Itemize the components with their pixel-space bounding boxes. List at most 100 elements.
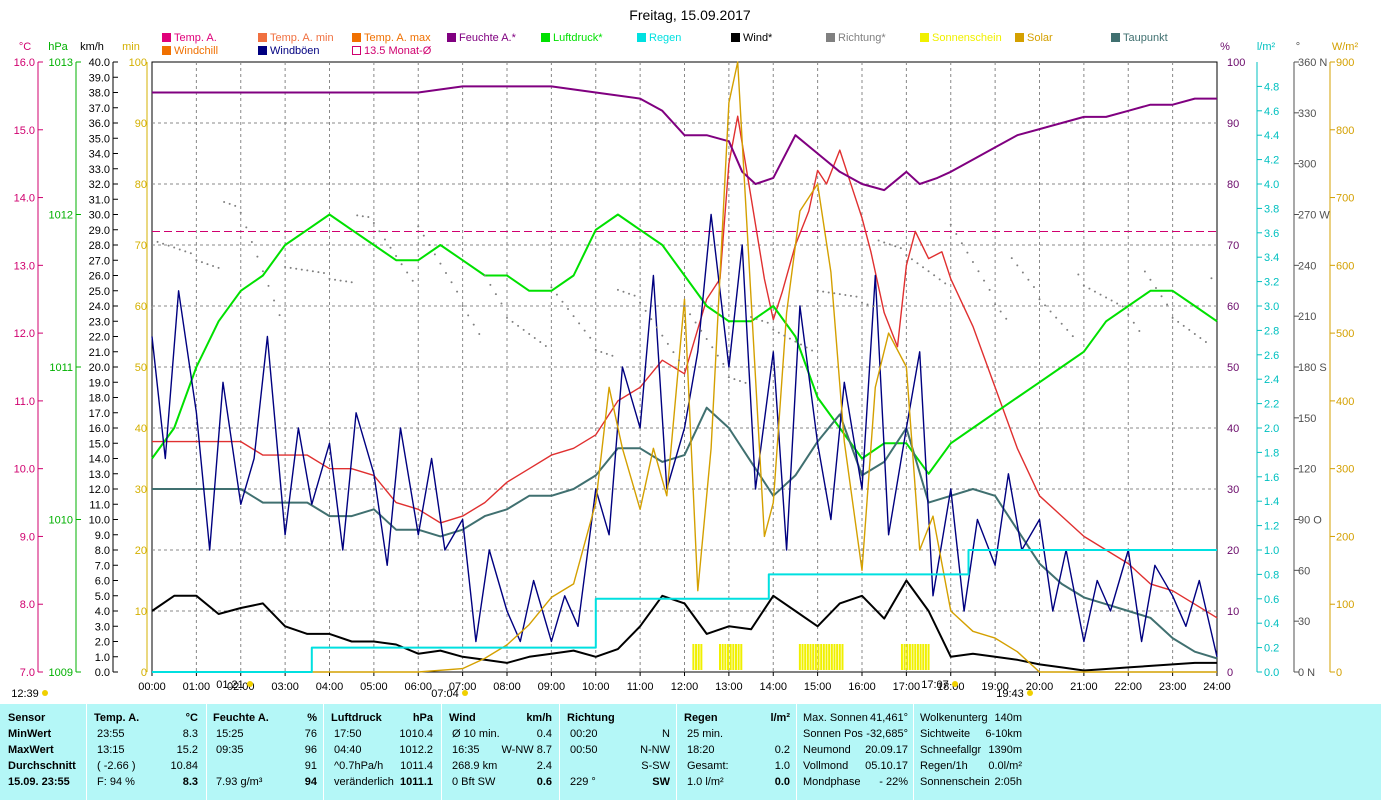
y-tick-label-dir: 90 O: [1298, 515, 1322, 527]
marker-sunset: 19:43: [996, 688, 1024, 700]
status-misc-label: Regen/1h: [920, 760, 968, 772]
y-tick-label-solar: 600: [1336, 260, 1354, 272]
chart-series: [151, 61, 1218, 673]
x-tick-label: 05:00: [360, 681, 388, 693]
direction-point: [550, 286, 553, 289]
direction-point: [322, 271, 325, 274]
y-tick-label-dir: 120: [1298, 464, 1316, 476]
legend-swatch: [352, 46, 361, 55]
direction-point: [783, 334, 786, 337]
status-misc-value: 1390m: [988, 744, 1022, 756]
x-tick-label: 24:00: [1203, 681, 1231, 693]
status-sub: 268.9 km: [452, 760, 498, 772]
direction-point: [894, 245, 897, 248]
status-panel: Sensor MinWert MaxWert Durchschnitt 15.09. 2…: [0, 704, 1381, 800]
y-tick-label-rain: 1.8: [1264, 447, 1279, 459]
y-axis-unit-temp: °C: [19, 41, 31, 53]
direction-point: [334, 278, 337, 281]
legend-label: Temp. A. max: [364, 32, 431, 44]
y-tick-label-press: 1010: [49, 515, 73, 527]
legend-item: Taupunkt: [1111, 32, 1168, 44]
direction-point: [999, 310, 1002, 313]
direction-point: [1199, 336, 1202, 339]
x-tick-label: 17:00: [893, 681, 921, 693]
direction-point: [861, 301, 863, 304]
x-tick-label: 16:00: [848, 681, 876, 693]
y-tick-label-wind: 35.0: [89, 133, 110, 145]
y-tick-label-min: 90: [135, 118, 147, 130]
legend-swatch: [920, 33, 929, 42]
legend-swatch: [826, 33, 835, 42]
direction-point: [677, 359, 680, 362]
y-tick-label-wind: 14.0: [89, 454, 110, 466]
direction-point: [738, 379, 741, 382]
status-divider: [796, 704, 797, 800]
legend-item: Sonnenschein: [920, 32, 1002, 44]
direction-point: [184, 250, 187, 253]
direction-point: [600, 350, 603, 353]
direction-point: [567, 307, 570, 310]
direction-point: [628, 292, 631, 295]
direction-point: [805, 346, 808, 349]
status-sub: ( -2.66 ): [97, 760, 136, 772]
y-tick-label-wind: 19.0: [89, 377, 110, 389]
status-divider: [86, 704, 87, 800]
status-row-label: MinWert: [8, 728, 52, 740]
marker-moon: 01:21: [216, 679, 244, 691]
status-sub: veränderlich: [334, 776, 394, 788]
legend-swatch: [162, 33, 171, 42]
y-tick-label-dir: 30: [1298, 616, 1310, 628]
direction-point: [1177, 320, 1180, 323]
legend-item: Temp. A.: [162, 32, 217, 44]
direction-point: [1082, 284, 1085, 287]
direction-point: [1193, 332, 1196, 335]
direction-point: [833, 292, 836, 295]
direction-point: [933, 274, 936, 277]
y-tick-label-dir: 330: [1298, 108, 1316, 120]
y-tick-label-rain: 3.0: [1264, 301, 1279, 313]
direction-point: [938, 278, 941, 281]
x-tick-label: 22:00: [1114, 681, 1142, 693]
direction-point: [611, 354, 614, 357]
chart-title: Freitag, 15.09.2017: [629, 7, 751, 23]
status-value: 0.2: [774, 744, 790, 756]
direction-point: [888, 243, 891, 246]
y-tick-label-rain: 0.4: [1264, 618, 1279, 630]
status-sub: 25 min.: [687, 728, 724, 740]
direction-point: [278, 314, 281, 317]
series-wind-: [151, 579, 1217, 672]
y-tick-label-rain: 4.6: [1264, 106, 1279, 118]
direction-point: [672, 351, 675, 354]
marker-sunrise-moon: 12:39: [11, 688, 39, 700]
weather-chart: 00:00 01:00 02:00 03:00 04:00 05:00 06:00 07:00…: [11, 7, 1358, 700]
direction-point: [506, 316, 508, 319]
y-tick-label-rain: 4.4: [1264, 130, 1279, 142]
direction-point: [156, 240, 159, 243]
direction-point: [1116, 302, 1119, 305]
direction-point: [295, 267, 298, 270]
chart-markers: 12:39 01:21 07:04 17:07 19:43: [11, 679, 1033, 700]
x-tick-label: 19:00: [981, 681, 1009, 693]
legend-swatch: [541, 33, 550, 42]
y-tick-label-wind: 25.0: [89, 286, 110, 298]
direction-point: [544, 345, 547, 348]
y-tick-label-wind: 29.0: [89, 225, 110, 237]
x-tick-label: 04:00: [316, 681, 344, 693]
status-sub: 17:50: [334, 728, 362, 740]
direction-point: [311, 270, 314, 273]
y-tick-label-solar: 0: [1336, 667, 1342, 679]
status-misc-value: 0.0l/m²: [988, 760, 1022, 772]
direction-point: [944, 282, 947, 285]
legend-swatch: [162, 46, 171, 55]
y-tick-label-wind: 17.0: [89, 408, 110, 420]
status-divider: [559, 704, 560, 800]
y-tick-label-wind: 3.0: [95, 621, 110, 633]
direction-point: [256, 255, 259, 258]
y-tick-label-rain: 2.2: [1264, 399, 1279, 411]
y-tick-label-wind: 12.0: [89, 484, 110, 496]
direction-point: [733, 378, 736, 381]
x-tick-label: 11:00: [627, 681, 654, 693]
y-tick-label-temp: 7.0: [20, 667, 35, 679]
status-header: Richtung: [567, 712, 615, 724]
direction-point: [899, 247, 902, 250]
